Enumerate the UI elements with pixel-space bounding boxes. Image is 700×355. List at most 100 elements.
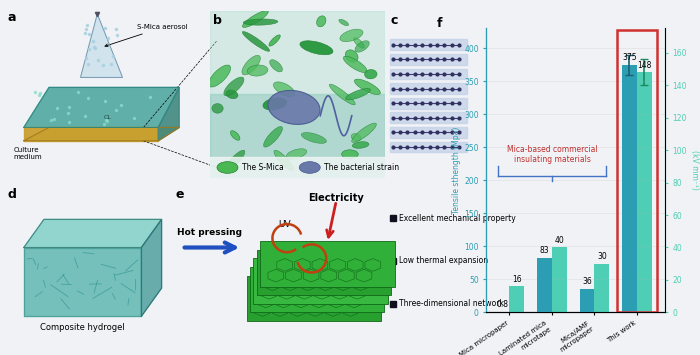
Ellipse shape <box>351 133 361 141</box>
Ellipse shape <box>354 38 365 48</box>
Ellipse shape <box>300 162 321 173</box>
Text: d: d <box>7 188 16 201</box>
Y-axis label: Tensile sthength (Mpa): Tensile sthength (Mpa) <box>452 127 461 214</box>
Text: f: f <box>437 17 442 30</box>
Ellipse shape <box>365 70 377 79</box>
Polygon shape <box>253 258 388 304</box>
Polygon shape <box>210 11 385 94</box>
Text: 0.8: 0.8 <box>496 300 508 309</box>
Polygon shape <box>390 39 468 50</box>
Ellipse shape <box>351 123 377 142</box>
Text: Electricity: Electricity <box>309 193 364 203</box>
Ellipse shape <box>269 35 280 46</box>
Bar <box>594 264 609 312</box>
Text: Low thermal expansion: Low thermal expansion <box>399 256 488 266</box>
Ellipse shape <box>300 41 333 55</box>
Polygon shape <box>390 98 468 109</box>
Polygon shape <box>210 158 385 178</box>
Text: CL: CL <box>104 115 112 120</box>
Text: Excellent mechanical property: Excellent mechanical property <box>399 214 516 223</box>
Text: 16: 16 <box>512 275 522 284</box>
Text: 36: 36 <box>582 277 592 286</box>
Ellipse shape <box>355 41 370 52</box>
Ellipse shape <box>230 131 240 140</box>
Ellipse shape <box>345 50 358 62</box>
Polygon shape <box>24 87 179 127</box>
Polygon shape <box>257 250 391 295</box>
Bar <box>580 289 594 312</box>
Text: c: c <box>390 14 398 27</box>
Ellipse shape <box>209 65 230 87</box>
Polygon shape <box>24 127 179 141</box>
Polygon shape <box>390 83 468 94</box>
Text: 83: 83 <box>540 246 550 255</box>
Bar <box>637 72 652 312</box>
Ellipse shape <box>270 60 283 72</box>
Polygon shape <box>24 127 158 141</box>
Polygon shape <box>24 219 162 247</box>
Polygon shape <box>158 87 179 141</box>
Text: The S-Mica: The S-Mica <box>241 163 284 172</box>
Bar <box>622 65 637 312</box>
Ellipse shape <box>227 150 245 169</box>
Ellipse shape <box>224 77 244 96</box>
Ellipse shape <box>329 84 355 105</box>
Ellipse shape <box>212 104 223 113</box>
Text: Composite hydrogel: Composite hydrogel <box>40 323 125 332</box>
Text: Three-dimensional network: Three-dimensional network <box>399 299 504 308</box>
Ellipse shape <box>343 56 368 73</box>
Ellipse shape <box>354 79 380 94</box>
Text: S-Mica aerosol: S-Mica aerosol <box>105 24 188 47</box>
Ellipse shape <box>286 149 307 159</box>
Text: 30: 30 <box>597 252 607 261</box>
Ellipse shape <box>247 65 268 76</box>
Polygon shape <box>390 113 468 123</box>
Ellipse shape <box>302 132 326 143</box>
Ellipse shape <box>274 82 295 97</box>
Polygon shape <box>390 127 468 138</box>
Bar <box>617 30 657 312</box>
Text: 40: 40 <box>554 236 564 245</box>
Ellipse shape <box>226 90 238 99</box>
Polygon shape <box>80 14 122 77</box>
Polygon shape <box>390 69 468 80</box>
Ellipse shape <box>342 150 358 159</box>
Text: 148: 148 <box>637 61 652 70</box>
Ellipse shape <box>242 55 260 75</box>
Polygon shape <box>246 275 381 321</box>
Text: Culture
medium: Culture medium <box>13 147 42 160</box>
Polygon shape <box>390 54 468 65</box>
Bar <box>510 286 524 312</box>
Text: e: e <box>175 188 183 201</box>
Polygon shape <box>250 267 384 312</box>
Text: a: a <box>7 11 15 24</box>
Ellipse shape <box>274 150 293 170</box>
Polygon shape <box>390 142 468 153</box>
Y-axis label: Dieletric strength
(kV mm⁻¹): Dieletric strength (kV mm⁻¹) <box>690 137 700 204</box>
Ellipse shape <box>264 126 283 147</box>
Polygon shape <box>260 241 395 286</box>
Ellipse shape <box>263 98 287 110</box>
Ellipse shape <box>217 162 238 173</box>
Ellipse shape <box>242 11 268 27</box>
Ellipse shape <box>339 19 349 26</box>
Polygon shape <box>141 219 162 316</box>
Ellipse shape <box>340 29 363 42</box>
Text: Mica-based commercial
insulating materials: Mica-based commercial insulating materia… <box>507 145 597 164</box>
Text: 375: 375 <box>622 53 637 62</box>
Bar <box>552 247 567 312</box>
Polygon shape <box>210 94 385 178</box>
Ellipse shape <box>316 16 326 27</box>
Polygon shape <box>24 247 141 316</box>
Text: b: b <box>214 14 223 27</box>
Ellipse shape <box>242 32 270 51</box>
Text: UV: UV <box>278 220 290 229</box>
Ellipse shape <box>268 91 320 124</box>
Ellipse shape <box>346 88 370 100</box>
Ellipse shape <box>352 142 369 148</box>
Bar <box>537 258 552 312</box>
Text: The bacterial strain: The bacterial strain <box>324 163 399 172</box>
Ellipse shape <box>244 19 278 25</box>
Text: AO: AO <box>302 240 316 250</box>
Text: Hot pressing: Hot pressing <box>177 228 242 237</box>
